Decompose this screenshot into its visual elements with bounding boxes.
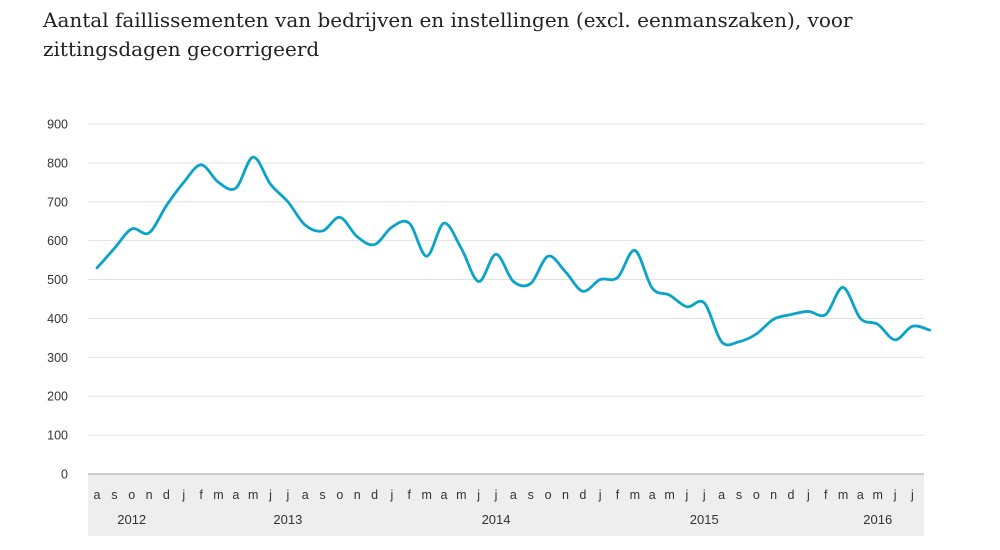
series-layer xyxy=(95,155,932,347)
x-month-label: m xyxy=(873,488,883,502)
x-month-label: f xyxy=(616,488,620,502)
x-month-label: m xyxy=(630,488,640,502)
x-month-label: o xyxy=(753,488,760,502)
x-month-label: j xyxy=(598,488,602,502)
x-month-label: f xyxy=(199,488,203,502)
x-month-label: j xyxy=(806,488,810,502)
series-line xyxy=(95,155,932,347)
x-month-label: j xyxy=(390,488,394,502)
x-month-label: f xyxy=(824,488,828,502)
year-band xyxy=(88,474,924,536)
x-month-label: s xyxy=(528,488,534,502)
x-month-label: d xyxy=(371,488,378,502)
y-tick-label: 500 xyxy=(47,273,68,287)
x-month-label: j xyxy=(181,488,185,502)
y-tick-label: 300 xyxy=(47,351,68,365)
gridlines xyxy=(88,123,924,475)
chart-title: Aantal faillissementen van bedrijven en … xyxy=(43,8,853,61)
x-month-label: j xyxy=(494,488,498,502)
x-year-label: 2013 xyxy=(273,512,302,527)
y-tick-label: 900 xyxy=(47,118,68,132)
x-month-label: f xyxy=(408,488,412,502)
x-month-label: n xyxy=(354,488,361,502)
y-axis-tick-labels: 0 100 200 300 400 500 600 700 800 900 xyxy=(47,118,68,482)
x-year-label: 2012 xyxy=(117,512,146,527)
x-month-label: o xyxy=(128,488,135,502)
y-tick-label: 600 xyxy=(47,234,68,248)
x-month-label: s xyxy=(736,488,742,502)
year-band-background xyxy=(88,474,924,536)
x-month-label: m xyxy=(838,488,848,502)
x-month-label: a xyxy=(441,488,448,502)
x-month-label: s xyxy=(111,488,117,502)
x-month-label: m xyxy=(248,488,258,502)
y-tick-label: 100 xyxy=(47,429,68,443)
x-month-label: n xyxy=(770,488,777,502)
x-month-label: a xyxy=(649,488,656,502)
x-month-label: j xyxy=(702,488,706,502)
x-month-label: a xyxy=(94,488,101,502)
x-month-label: j xyxy=(685,488,689,502)
x-month-label: a xyxy=(510,488,517,502)
x-year-label: 2015 xyxy=(690,512,719,527)
x-year-label: 2014 xyxy=(482,512,511,527)
y-tick-label: 800 xyxy=(47,156,68,170)
x-month-label: m xyxy=(456,488,466,502)
x-month-label: s xyxy=(319,488,325,502)
x-month-label: j xyxy=(285,488,289,502)
x-month-label: a xyxy=(232,488,239,502)
x-month-label: n xyxy=(146,488,153,502)
x-month-label: a xyxy=(718,488,725,502)
x-month-label: j xyxy=(476,488,480,502)
x-month-label: m xyxy=(213,488,223,502)
x-month-label: a xyxy=(857,488,864,502)
x-month-label: a xyxy=(302,488,309,502)
x-year-label: 2016 xyxy=(863,512,892,527)
y-tick-label: 700 xyxy=(47,195,68,209)
x-month-label: j xyxy=(268,488,272,502)
x-month-label: m xyxy=(664,488,674,502)
x-month-label: n xyxy=(562,488,569,502)
y-tick-label: 0 xyxy=(61,468,68,482)
x-month-label: o xyxy=(336,488,343,502)
x-month-label: d xyxy=(163,488,170,502)
x-month-label: j xyxy=(910,488,914,502)
x-month-label: o xyxy=(545,488,552,502)
x-month-label: d xyxy=(788,488,795,502)
x-month-label: d xyxy=(579,488,586,502)
x-month-label: m xyxy=(421,488,431,502)
x-axis-year-labels: 2012 2013 2014 2015 2016 xyxy=(117,512,892,527)
x-month-label: j xyxy=(893,488,897,502)
y-tick-label: 200 xyxy=(47,390,68,404)
y-tick-label: 400 xyxy=(47,312,68,326)
